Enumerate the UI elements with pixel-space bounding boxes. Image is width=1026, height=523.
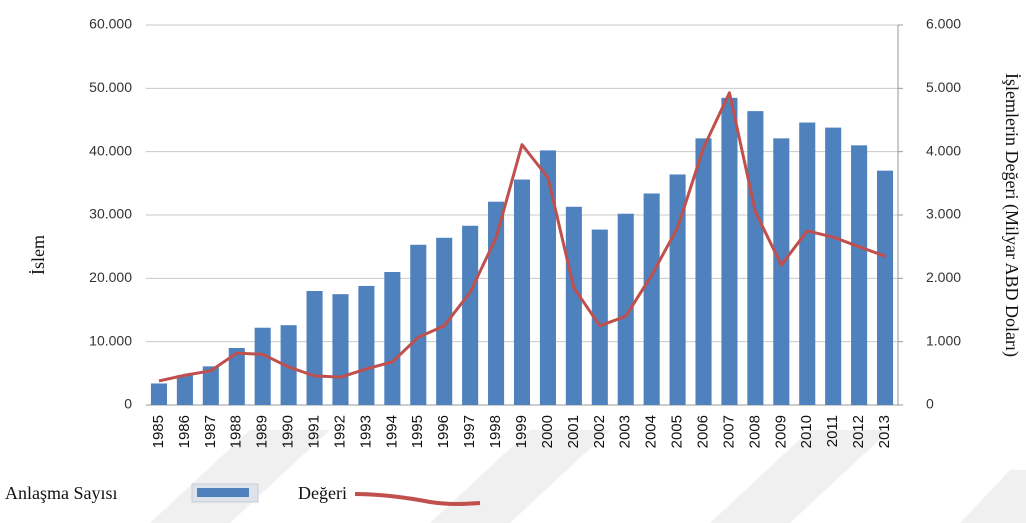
x-tick-label: 2000 [539,415,556,448]
x-tick-label: 1985 [150,415,167,448]
x-tick-label: 2002 [591,415,608,448]
x-tick-label: 1986 [176,415,193,448]
bar [825,127,842,405]
y2-tick-label: 3.000 [926,206,961,222]
bar [617,213,634,405]
bar [280,325,297,405]
x-tick-label: 1999 [513,415,530,448]
bar [799,122,816,406]
x-tick-label: 2005 [669,415,686,448]
x-tick-label: 2009 [772,415,789,448]
bar [436,237,453,405]
y-axis-title: İslem [28,235,48,275]
bar [176,375,193,405]
y2-tick-label: 4.000 [926,142,961,158]
bar [876,170,894,405]
x-tick-label: 1993 [357,415,374,448]
x-tick-label: 1998 [487,415,504,448]
y2-tick-label: 2.000 [926,269,961,285]
x-tick-label: 1996 [435,415,452,448]
y2-tick-label: 5.000 [926,79,961,95]
x-tick-label: 2012 [850,415,867,448]
bar [228,348,245,405]
x-tick-label: 2011 [824,415,841,447]
bar [721,97,738,405]
y-tick-label: 20.000 [89,269,132,285]
x-tick-label: 1995 [409,415,426,448]
bar [695,138,712,405]
x-tick-label: 1988 [228,415,245,448]
bar [851,145,868,406]
x-tick-label: 1990 [280,415,297,448]
y-tick-label: 0 [124,396,132,412]
y2-tick-label: 6.000 [926,16,961,32]
y-tick-label: 50.000 [89,79,132,95]
x-tick-label: 2008 [746,415,763,448]
x-tick-label: 1991 [306,415,323,448]
bar [773,138,790,405]
legend-label: Değeri [298,483,347,503]
x-tick-label: 2010 [798,415,815,448]
bar [332,294,349,405]
x-tick-label: 2003 [617,415,634,448]
legend-swatch [197,488,249,497]
x-tick-label: 1987 [202,415,219,448]
y-tick-label: 10.000 [89,332,132,348]
y2-tick-label: 0 [926,396,934,412]
x-tick-label: 1994 [383,415,400,448]
y-tick-label: 60.000 [89,16,132,32]
bar [202,366,219,405]
line [158,91,886,383]
x-tick-label: 2004 [643,415,660,448]
bar [358,285,375,405]
x-tick-label: 2013 [876,415,893,448]
x-tick-label: 2006 [694,415,711,448]
y2-tick-label: 1.000 [926,332,961,348]
bar [539,150,556,405]
y-tick-label: 30.000 [89,206,132,222]
bar [747,111,764,405]
bar [410,244,427,405]
x-tick-label: 1997 [461,415,478,448]
bar [488,201,505,405]
bar [150,383,168,405]
bar [462,225,479,405]
bar [254,327,271,405]
bar [384,272,401,405]
bar [643,193,660,405]
bar [591,229,608,405]
x-tick-label: 1989 [254,415,271,448]
x-tick-label: 2007 [720,415,737,448]
bar [565,206,582,405]
y2-axis-title: İşlemlerin Değeri (Milyar ABD Doları) [1001,73,1022,357]
x-tick-label: 1992 [331,415,348,448]
bar [513,179,531,405]
bar [306,291,323,405]
y-tick-label: 40.000 [89,142,132,158]
legend-swatch [354,492,481,506]
x-tick-label: 2001 [565,415,582,448]
legend-label: Anlaşma Sayısı [5,483,118,503]
